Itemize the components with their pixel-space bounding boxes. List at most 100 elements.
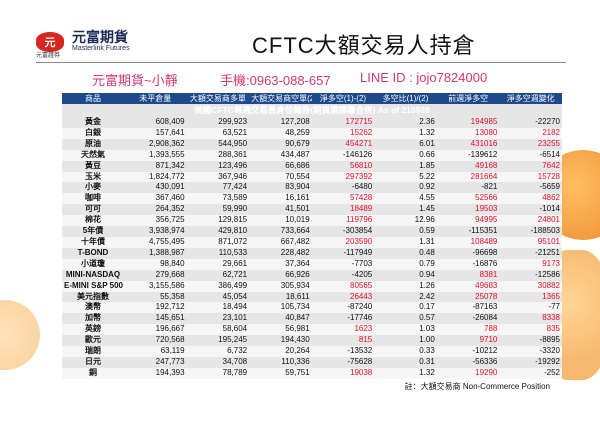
table-row: 美元指數 55,358 45,054 18,611 26443 2.42 25078 1365 xyxy=(62,291,562,303)
table-cell: -22270 xyxy=(499,117,562,128)
table-cell: 83,904 xyxy=(249,182,312,194)
brand-name: 元富期貨 xyxy=(72,29,128,45)
table-cell: 26443 xyxy=(311,291,375,303)
table-cell: 4.55 xyxy=(374,193,437,205)
commodity-name: 白銀 xyxy=(62,127,124,139)
table-row: 澳幣 192,712 18,494 105,734 -87240 0.17 -87163 -7… xyxy=(62,302,562,314)
table-cell: 66,686 xyxy=(249,160,312,172)
table-cell: 108489 xyxy=(436,236,500,248)
table-cell: 1,393,555 xyxy=(124,149,187,161)
table-cell: 110,336 xyxy=(249,356,312,368)
table-cell: 49168 xyxy=(436,160,500,172)
table-cell: 196,667 xyxy=(124,324,187,336)
column-header: 商品 xyxy=(62,93,124,104)
commodity-name: 美元指數 xyxy=(62,291,124,303)
table-cell: 1.26 xyxy=(374,280,437,292)
table-cell: 24801 xyxy=(499,215,562,227)
table-row: 黃金 608,409 299,923 127,208 172715 2.36 194985-… xyxy=(62,117,562,128)
company-logo: 元 元富證券 元富期貨 Masterlink Futures xyxy=(36,29,130,59)
table-row: 銅 194,393 78,789 59,751 19038 1.32 19290 -252 xyxy=(62,367,562,379)
table-cell: 56810 xyxy=(311,160,375,172)
table-body: 黃金 608,409 299,923 127,208 172715 2.36 194985-… xyxy=(62,117,562,379)
commodity-name: 天然氣 xyxy=(62,149,124,161)
table-cell: 58,604 xyxy=(186,324,250,336)
table-cell: -12586 xyxy=(499,269,562,281)
table-row: 歐元 720,568 195,245 194,430 815 1.00 9710 -8895 xyxy=(62,335,562,347)
table-cell: 733,664 xyxy=(249,226,312,237)
table-cell: 356,725 xyxy=(124,215,187,227)
table-cell: 13080 xyxy=(436,127,500,139)
table-cell: 41,501 xyxy=(249,204,312,216)
table-cell: -6480 xyxy=(311,182,375,194)
positions-table: 美國CFTC每週交易員倉位報告(期貨選擇權合併) As of 210928 商品… xyxy=(62,93,562,379)
table-cell: 2.42 xyxy=(374,291,437,303)
table-row: 原油 2,908,362 544,950 90,679 454271 6.01 431016… xyxy=(62,138,562,150)
table-cell: 192,712 xyxy=(124,302,187,314)
commodity-name: 可可 xyxy=(62,204,124,216)
table-cell: 19503 xyxy=(436,204,500,216)
table-cell: -7703 xyxy=(311,258,375,270)
table-cell: 49683 xyxy=(436,280,500,292)
table-cell: 264,352 xyxy=(124,204,187,216)
table-cell: 12.96 xyxy=(374,215,437,227)
table-cell: 815 xyxy=(311,335,375,347)
table-cell: 37,364 xyxy=(249,258,312,270)
table-cell: -303854 xyxy=(311,226,375,237)
table-cell: 4,755,495 xyxy=(124,236,187,248)
table-cell: 123,496 xyxy=(186,160,250,172)
commodity-name: 澳幣 xyxy=(62,302,124,314)
table-cell: 145,651 xyxy=(124,313,187,325)
table-cell: 0.31 xyxy=(374,356,437,368)
table-row: 玉米 1,824,772 367,946 70,554 297392 5.22 281664… xyxy=(62,171,562,183)
table-cell: 2.36 xyxy=(374,117,437,128)
table-cell: 386,499 xyxy=(186,280,250,292)
column-header: 多空比(1)/(2) xyxy=(374,93,437,104)
table-cell: 59,990 xyxy=(186,204,250,216)
table-cell: -16876 xyxy=(436,258,500,270)
table-cell: 279,668 xyxy=(124,269,187,281)
contact-agent: 元富期貨~小靜 xyxy=(92,73,178,88)
table-cell: 1.32 xyxy=(374,127,437,139)
table-cell: 18,494 xyxy=(186,302,250,314)
table-cell: 299,923 xyxy=(186,117,250,128)
table-cell: 94995 xyxy=(436,215,500,227)
logo-icon: 元 xyxy=(36,31,64,52)
table-row: 棉花 356,725 129,815 10,019 119796 12.96 94995 24… xyxy=(62,215,562,227)
commodity-name: 咖啡 xyxy=(62,193,124,205)
commodity-name: 十年債 xyxy=(62,236,124,248)
table-cell: 95101 xyxy=(499,236,562,248)
table-cell: 0.33 xyxy=(374,346,437,357)
table-cell: 1,388,987 xyxy=(124,247,187,259)
cftc-report-table: 美國CFTC每週交易員倉位報告(期貨選擇權合併) As of 210928 商品… xyxy=(62,93,562,392)
table-cell: -6514 xyxy=(499,149,562,161)
table-cell: 0.94 xyxy=(374,269,437,281)
commodity-name: 歐元 xyxy=(62,335,124,347)
table-note: 註：大額交易商 Non-Commerce Position xyxy=(404,381,550,391)
table-cell: -87240 xyxy=(311,302,375,314)
table-cell: 15262 xyxy=(311,127,375,139)
table-caption-text: 美國CFTC每週交易員倉位報告(期貨選擇權合併) As of 210928 xyxy=(62,104,562,117)
commodity-name: 英鎊 xyxy=(62,324,124,336)
table-cell: 1.03 xyxy=(374,324,437,336)
table-cell: -21251 xyxy=(499,247,562,259)
table-cell: 90,679 xyxy=(249,138,312,150)
table-cell: 429,810 xyxy=(186,226,250,237)
column-header: 淨多空週變化 xyxy=(499,93,562,104)
table-row: MINI-NASDAQ 279,668 62,721 66,926 -4205 0.94 8… xyxy=(62,269,562,281)
commodity-name: 棉花 xyxy=(62,215,124,227)
table-cell: -188503 xyxy=(499,226,562,237)
table-row: 黃豆 871,342 123,496 66,686 56810 1.85 49168 7642 xyxy=(62,160,562,172)
table-cell: -146126 xyxy=(311,149,375,161)
table-cell: 1.32 xyxy=(374,367,437,379)
table-cell: 0.92 xyxy=(374,182,437,194)
page-title: CFTC大額交易人持倉 xyxy=(252,33,476,58)
table-row: 十年債 4,755,495 871,072 667,482 203590 1.31 1084… xyxy=(62,236,562,248)
table-cell: 1,824,772 xyxy=(124,171,187,183)
table-cell: 0.66 xyxy=(374,149,437,161)
table-row: 瑞朗 63,119 6,732 20,264 -13532 0.33 -10212 -3320 xyxy=(62,346,562,357)
table-cell: 788 xyxy=(436,324,500,336)
table-cell: 56,981 xyxy=(249,324,312,336)
table-cell: 98,840 xyxy=(124,258,187,270)
table-cell: -115351 xyxy=(436,226,500,237)
column-header: 大額交易商空單(2) xyxy=(249,93,312,104)
